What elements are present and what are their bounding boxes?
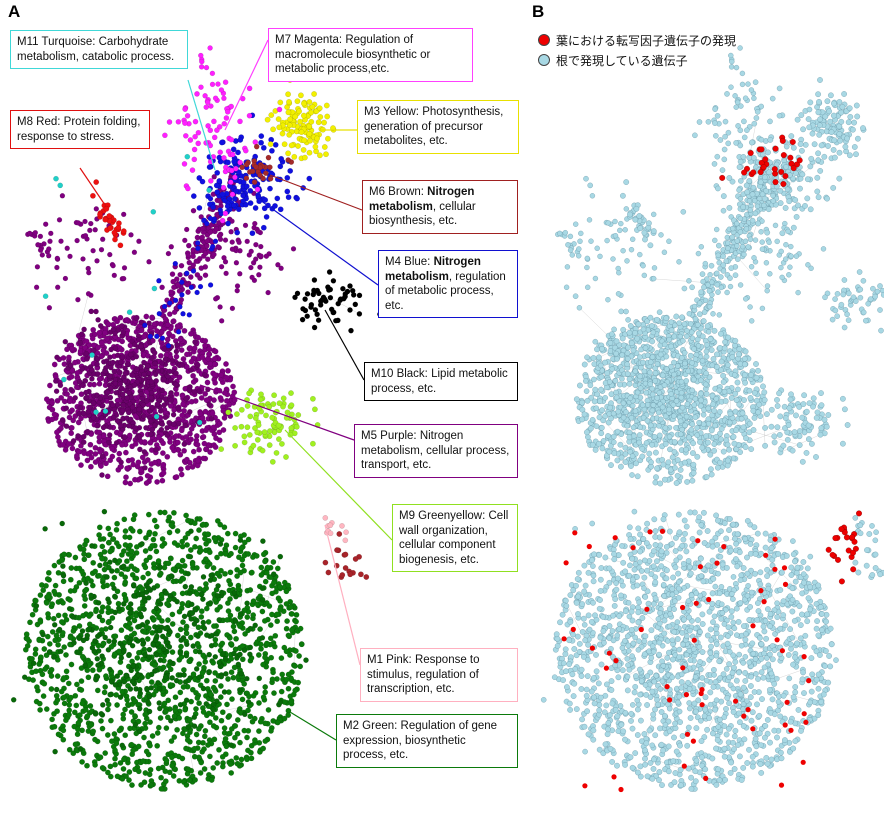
- label-m2: M2 Green: Regulation of gene expression,…: [336, 714, 518, 768]
- legend-dot-lightblue: [538, 54, 550, 66]
- label-m6: M6 Brown: Nitrogen metabolism, cellular …: [362, 180, 518, 234]
- legend-item-expressed: 葉における転写因子遺伝子の発現: [538, 30, 736, 50]
- label-m3: M3 Yellow: Photosynthesis, generation of…: [357, 100, 519, 154]
- label-m4-desc: , regulation of metabolic process, etc.: [385, 270, 506, 312]
- label-m11-desc: Carbohydrate metabolism, catabolic proce…: [17, 36, 175, 63]
- label-m10-name: M10 Black:: [371, 368, 428, 380]
- label-m9-desc: Cell wall organization, cellular compone…: [399, 510, 509, 566]
- label-m1: M1 Pink: Response to stimulus, regulatio…: [360, 648, 518, 702]
- legend: 葉における転写因子遺伝子の発現 根で発現している遺伝子: [538, 30, 736, 70]
- label-m6-desc: , cellular biosynthesis, etc.: [369, 200, 476, 228]
- label-m1-desc: Response to stimulus, regulation of tran…: [367, 654, 480, 695]
- label-m4-name: M4 Blue:: [385, 256, 431, 268]
- network-b-nodes: [540, 45, 884, 793]
- legend-item-root: 根で発現している遺伝子: [538, 50, 736, 70]
- label-m11: M11 Turquoise: Carbohydrate metabolism, …: [10, 30, 188, 69]
- label-m10-desc: Lipid metabolic process, etc.: [371, 368, 508, 395]
- label-m2-name: M2 Green:: [343, 720, 398, 732]
- label-m11-name: M11 Turquoise:: [17, 36, 96, 48]
- label-m1-name: M1 Pink:: [367, 654, 412, 666]
- label-m5: M5 Purple: Nitrogen metabolism, cellular…: [354, 424, 518, 478]
- label-m2-desc: Regulation of gene expression, biosynthe…: [343, 720, 498, 761]
- legend-label-root: 根で発現している遺伝子: [556, 53, 688, 68]
- legend-dot-red: [538, 34, 550, 46]
- label-m8: M8 Red: Protein folding, response to str…: [10, 110, 150, 149]
- label-m8-name: M8 Red:: [17, 116, 61, 128]
- label-connectors: [79, 39, 393, 741]
- label-m6-name: M6 Brown:: [369, 186, 424, 198]
- label-m9: M9 Greenyellow: Cell wall organization, …: [392, 504, 518, 572]
- network-a-nodes: [10, 45, 383, 792]
- label-m5-desc: Nitrogen metabolism, cellular process, t…: [361, 430, 510, 471]
- label-m7-desc: Regulation of macromolecule biosynthetic…: [275, 34, 431, 75]
- panel-b-letter: B: [532, 2, 545, 21]
- label-m4-bold: Nitrogen metabolism: [385, 256, 481, 283]
- label-m7-name: M7 Magenta:: [275, 34, 343, 46]
- label-m3-name: M3 Yellow:: [364, 106, 419, 118]
- label-m6-bold: Nitrogen metabolism: [369, 186, 475, 213]
- label-m4: M4 Blue: Nitrogen metabolism, regulation…: [378, 250, 518, 318]
- legend-label-expressed: 葉における転写因子遺伝子の発現: [556, 33, 737, 48]
- label-m3-desc: Photosynthesis, generation of precursor …: [364, 106, 504, 147]
- label-m9-name: M9 Greenyellow:: [399, 510, 486, 522]
- label-m8-desc: Protein folding, response to stress.: [17, 116, 141, 143]
- label-m7: M7 Magenta: Regulation of macromolecule …: [268, 28, 473, 82]
- panel-a-letter: A: [8, 2, 21, 21]
- label-m10: M10 Black: Lipid metabolic process, etc.: [364, 362, 518, 401]
- label-m5-name: M5 Purple:: [361, 430, 417, 442]
